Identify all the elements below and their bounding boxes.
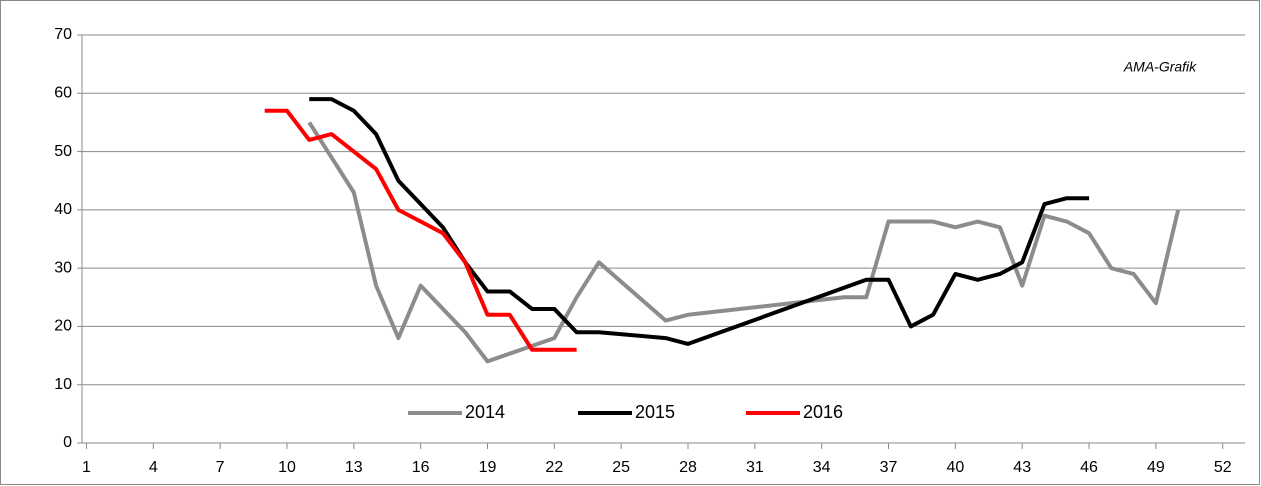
x-tick-label: 46 — [1080, 459, 1098, 476]
x-tick-label: 49 — [1147, 459, 1165, 476]
y-tick-label: 30 — [54, 259, 72, 276]
x-tick-label: 4 — [149, 459, 158, 476]
line-series — [264, 108, 577, 352]
x-tick-label: 16 — [412, 459, 430, 476]
x-tick-label: 7 — [216, 459, 225, 476]
legend-label: 2016 — [803, 402, 843, 422]
x-tick-label: 34 — [813, 459, 831, 476]
x-tick-label: 31 — [746, 459, 764, 476]
y-tick-label: 10 — [54, 376, 72, 393]
y-tick-label: 40 — [54, 201, 72, 218]
y-tick-label: 70 — [54, 26, 72, 43]
x-tick-label: 40 — [946, 459, 964, 476]
x-tick-label: 1 — [82, 459, 91, 476]
y-tick-label: 0 — [63, 434, 72, 451]
x-tick-label: 22 — [545, 459, 563, 476]
x-tick-label: 52 — [1214, 459, 1232, 476]
x-tick-label: 37 — [880, 459, 898, 476]
legend-label: 2014 — [465, 402, 505, 422]
x-tick-label: 10 — [278, 459, 296, 476]
x-tick-label: 28 — [679, 459, 697, 476]
y-tick-label: 20 — [54, 318, 72, 335]
annotation: AMA-Grafik — [1123, 59, 1197, 75]
line-series — [307, 121, 1181, 364]
x-tick-label: 43 — [1013, 459, 1031, 476]
legend-label: 2015 — [635, 402, 675, 422]
line-series — [309, 97, 1090, 346]
y-tick-label: 60 — [54, 85, 72, 102]
x-tick-label: 25 — [612, 459, 630, 476]
x-tick-label: 19 — [479, 459, 497, 476]
y-tick-label: 50 — [54, 143, 72, 160]
x-tick-label: 13 — [345, 459, 363, 476]
